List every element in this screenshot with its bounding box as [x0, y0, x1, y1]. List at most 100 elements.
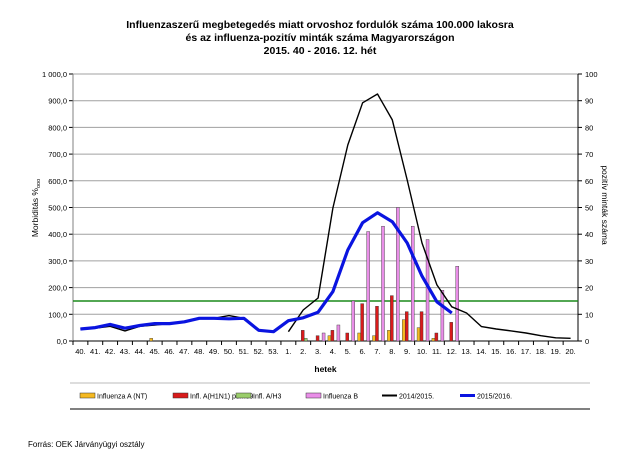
y2-tick-label: 80 — [585, 123, 593, 132]
legend-swatch — [172, 392, 189, 399]
x-tick-label: 40. — [75, 347, 85, 356]
line-2015-2016 — [80, 211, 453, 334]
bar-influenza-b — [351, 300, 355, 342]
x-tick-label: 11. — [432, 347, 442, 356]
x-tick-label: 7. — [374, 347, 380, 356]
x-tick-label: 13. — [461, 347, 471, 356]
y-tick-label: 600,0 — [48, 177, 67, 186]
bar-influenza-b — [410, 225, 415, 342]
source-note: Forrás: OEK Járványügyi osztály — [28, 440, 145, 449]
x-tick-label: 53. — [268, 347, 278, 356]
bar-infl-a-h1n1-pdm09 — [301, 330, 305, 342]
bar-infl-a-h1n1-pdm09 — [375, 306, 379, 342]
legend-label: Infl. A(H1N1) pdm09 — [190, 394, 254, 401]
x-tick-label: 49. — [209, 347, 219, 356]
legend-label: Infl. A/H3 — [253, 394, 282, 401]
y2-tick-label: 60 — [585, 177, 593, 186]
legend-label: Influenza A (NT) — [97, 394, 147, 401]
bar-influenza-a-nt- — [401, 319, 406, 342]
bar-infl-a-h1n1-pdm09 — [390, 295, 394, 342]
y-tick-label: 300,0 — [48, 257, 67, 266]
x-tick-label: 52. — [253, 347, 263, 356]
bar-infl-a-h1n1-pdm09 — [419, 311, 424, 342]
y2-tick-label: 20 — [585, 284, 593, 293]
x-tick-label: 19. — [551, 347, 561, 356]
x-tick-label: 14. — [476, 347, 486, 356]
x-tick-label: 4. — [330, 347, 336, 356]
y2-tick-label: 40 — [585, 230, 593, 239]
y-tick-label: 1 000,0 — [42, 70, 67, 79]
x-tick-label: 45. — [149, 347, 159, 356]
chart-title-line-1: Influenzaszerű megbetegedés miatt orvosh… — [126, 19, 514, 31]
x-tick-label: 51. — [239, 347, 249, 356]
x-tick-label: 17. — [521, 347, 531, 356]
y2-tick-label: 100 — [585, 70, 598, 79]
bar-influenza-a-nt- — [149, 338, 153, 342]
y-tick-label: 0,0 — [57, 337, 67, 346]
x-tick-label: 8. — [389, 347, 395, 356]
y2-tick-label: 0 — [585, 337, 589, 346]
bar-influenza-a-nt- — [327, 335, 332, 342]
y2-tick-label: 30 — [585, 257, 593, 266]
bar-influenza-b — [396, 207, 400, 342]
bar-influenza-a-nt- — [387, 330, 391, 342]
y2-axis-label: pozitív minták száma — [600, 165, 610, 245]
legend-swatch — [235, 392, 252, 399]
x-tick-label: 43. — [120, 347, 130, 356]
x-tick-label: 15. — [491, 347, 501, 356]
x-tick-label: 3. — [315, 347, 321, 356]
bar-infl-a-h1n1-pdm09 — [315, 335, 320, 342]
y-tick-label: 800,0 — [48, 123, 67, 132]
bar-influenza-b — [321, 332, 326, 342]
bar-infl-a-h1n1-pdm09 — [404, 311, 409, 342]
x-tick-label: 47. — [179, 347, 189, 356]
y-tick-label: 900,0 — [48, 97, 67, 106]
x-tick-label: 50. — [224, 347, 234, 356]
x-axis-label: hetek — [314, 364, 336, 374]
y2-tick-label: 50 — [585, 204, 593, 213]
bar-influenza-b — [381, 225, 385, 342]
x-tick-label: 41. — [90, 347, 100, 356]
y-tick-label: 400,0 — [48, 230, 67, 239]
legend-swatch — [79, 392, 96, 399]
x-tick-label: 9. — [404, 347, 410, 356]
x-tick-label: 2. — [300, 347, 306, 356]
bar-infl-a-h3 — [304, 338, 308, 342]
bar-infl-a-h1n1-pdm09 — [434, 332, 439, 342]
y2-tick-label: 70 — [585, 150, 593, 159]
y2-tick-label: 10 — [585, 310, 593, 319]
x-tick-label: 18. — [536, 347, 546, 356]
x-tick-label: 6. — [359, 347, 365, 356]
x-tick-label: 20. — [565, 347, 575, 356]
bar-influenza-a-nt- — [416, 327, 421, 342]
bar-infl-a-h1n1-pdm09 — [449, 322, 453, 342]
bar-infl-a-h1n1-pdm09 — [330, 330, 335, 342]
x-tick-label: 42. — [105, 347, 115, 356]
bar-influenza-b — [455, 266, 459, 342]
chart-title-line-3: 2015. 40 - 2016. 12. hét — [263, 45, 377, 57]
legend-label: Influenza B — [323, 394, 358, 401]
x-tick-label: 44. — [135, 347, 145, 356]
legend-label: 2014/2015. — [399, 394, 434, 401]
legend-label: 2015/2016. — [477, 394, 512, 401]
y-tick-label: 500,0 — [48, 204, 67, 213]
x-tick-label: 48. — [194, 347, 204, 356]
chart-title-line-2: és az influenza-pozitív minták száma Mag… — [185, 32, 455, 44]
y2-tick-label: 90 — [585, 97, 593, 106]
bar-influenza-a-nt- — [357, 332, 361, 342]
legend-swatch — [305, 392, 322, 399]
x-tick-label: 1. — [285, 347, 291, 356]
x-tick-label: 10. — [417, 347, 427, 356]
bar-infl-a-h1n1-pdm09 — [360, 303, 364, 342]
bar-infl-a-h1n1-pdm09 — [345, 332, 349, 342]
bar-influenza-b — [336, 324, 341, 342]
x-tick-label: 5. — [345, 347, 351, 356]
y-tick-label: 700,0 — [48, 150, 67, 159]
bar-influenza-b — [366, 231, 370, 342]
x-tick-label: 16. — [506, 347, 516, 356]
x-tick-label: 12. — [447, 347, 457, 356]
y-axis-label: Morbiditás %ooo — [30, 179, 42, 237]
y-tick-label: 100,0 — [48, 310, 67, 319]
